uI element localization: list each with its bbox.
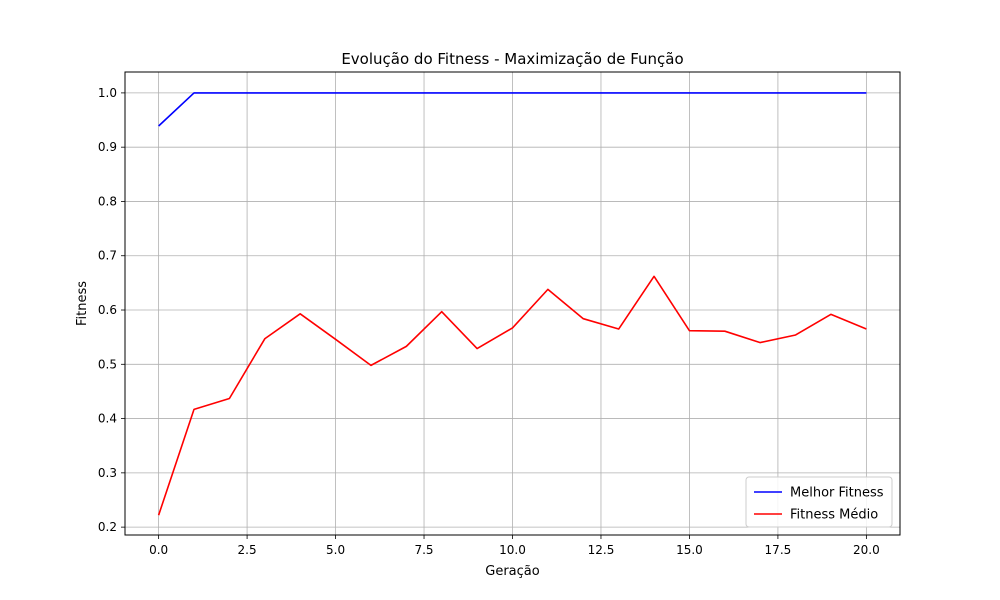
legend: Melhor Fitness Fitness Médio (745, 476, 893, 528)
x-tick-label: 2.5 (238, 543, 257, 557)
y-tick-label: 0.2 (98, 520, 117, 534)
y-tick-label: 0.3 (98, 466, 117, 480)
x-tick-label: 15.0 (676, 543, 703, 557)
series-line-1 (157, 275, 867, 516)
y-tick-label: 0.9 (98, 140, 117, 154)
y-tick-label: 0.5 (98, 357, 117, 371)
y-tick-label: 0.8 (98, 194, 117, 208)
x-tick-label: 7.5 (414, 543, 433, 557)
legend-label: Melhor Fitness (790, 486, 884, 501)
x-tick-label: 17.5 (765, 543, 792, 557)
x-tick-label: 10.0 (499, 543, 526, 557)
y-tick-label: 1.0 (98, 86, 117, 100)
series-line-0 (158, 92, 867, 127)
x-axis-label: Geração (485, 564, 539, 579)
y-axis-label: Fitness (75, 281, 90, 326)
axis-ticks: 0.0 2.5 5.0 7.5 10.0 12.5 15.0 17.5 20.0 0.2 0.3 0.… (98, 86, 880, 557)
legend-box (745, 476, 893, 528)
y-tick-label: 0.4 (98, 412, 117, 426)
chart-title: Evolução do Fitness - Maximização de Fun… (341, 50, 683, 68)
legend-label: Fitness Médio (790, 508, 878, 523)
y-tick-label: 0.6 (98, 303, 117, 317)
x-tick-label: 20.0 (853, 543, 880, 557)
x-tick-label: 12.5 (588, 543, 615, 557)
series-lines (157, 92, 867, 516)
x-tick-label: 0.0 (149, 543, 168, 557)
y-tick-label: 0.7 (98, 249, 117, 263)
x-tick-label: 5.0 (326, 543, 345, 557)
